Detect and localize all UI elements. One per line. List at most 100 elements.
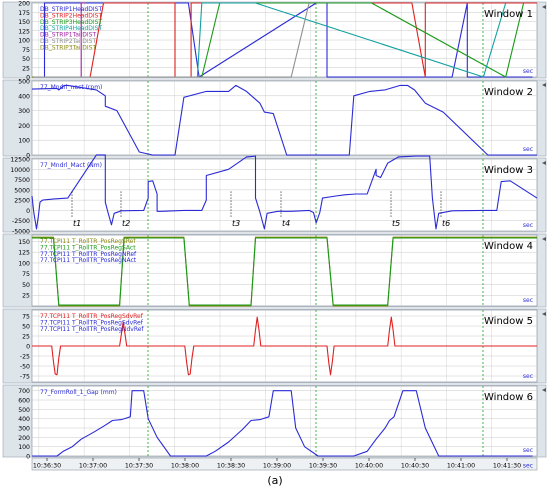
sec-label: sec [523, 222, 533, 229]
y-tick-label: 0 [26, 454, 30, 461]
y-tick-label: 75 [22, 314, 30, 321]
y-tick-label: 600 [18, 398, 30, 405]
window-panel-2: 0 100 200 300 400 500 77_Mndrl_nact (rpm) Windo… [2, 79, 547, 160]
panel-arrow-icon [542, 388, 546, 392]
legend-entry: 77.TCPI11 T_RollTR_PosRegSRef [40, 238, 136, 245]
x-tick-label: 10:37:30 [125, 463, 153, 470]
plot-area [31, 234, 538, 307]
y-tick-label: 200 [18, 1, 30, 8]
sec-label: sec [523, 297, 533, 304]
sec-label: sec [523, 373, 533, 380]
series-line [31, 154, 538, 230]
sec-label: sec [523, 447, 533, 454]
x-tick-label: 10:37:00 [79, 463, 107, 470]
legend-entry: 77.TCPI11 T_RollTR_PosRegNAct [40, 257, 137, 264]
legend-entry: 77.TCPI11 T_RollTR_PosRegSAct [40, 244, 136, 251]
y-tick-label: 300 [18, 108, 30, 115]
panel-arrow-icon [542, 5, 546, 9]
y-tick-label: 100 [18, 260, 30, 267]
window-panel-4: 25 50 75 100 125 150 77.TCPI11 T_RollTR_PosReg… [2, 233, 547, 308]
series-line [31, 84, 537, 156]
window-title: Window 2 [484, 87, 533, 98]
y-tick-label: 50 [22, 282, 30, 289]
x-tick-label: 10:38:00 [171, 463, 199, 470]
time-marker-label: t6 [442, 219, 450, 228]
legend-entry: DB_STRIP1HeadDIST [40, 6, 102, 13]
panel-arrow-icon [542, 161, 546, 165]
x-tick-label: 10:39:00 [263, 463, 291, 470]
plot-area [31, 158, 538, 232]
time-marker-label: t5 [392, 219, 400, 228]
series-line [32, 390, 533, 457]
y-tick-label: 100 [18, 38, 30, 45]
window-title: Window 5 [484, 316, 533, 327]
y-tick-label: 100 [18, 138, 30, 145]
y-tick-label: 300 [18, 426, 30, 433]
legend-entry: DB_STRIP2HeadDIST [40, 12, 102, 19]
legend-entry: DB_STRIP1TailDIST [40, 32, 96, 39]
y-tick-label: 5000 [14, 187, 30, 194]
y-tick-label: -5000 [12, 229, 30, 236]
y-tick-label: 150 [18, 19, 30, 26]
window-title: Window 1 [484, 9, 533, 20]
y-tick-label: 7500 [14, 177, 30, 184]
y-tick-label: 12500 [10, 157, 30, 164]
series-line [32, 316, 537, 376]
legend-entry: 77.TCPI11 T_RollTR_PosRegSdvRef [40, 319, 144, 326]
plot-area [31, 385, 538, 457]
panel-arrow-icon [542, 312, 546, 316]
y-tick-label: 2500 [14, 198, 30, 205]
panel-arrow-icon [542, 237, 546, 241]
panel-arrow-icon [542, 83, 546, 87]
y-tick-label: 75 [22, 271, 30, 278]
window-panel-6: 0 100 200 300 400 500 600 700 77_FormRoll_1_Gap … [2, 384, 547, 461]
axis-sec-label: sec [523, 463, 533, 470]
y-tick-label: 0 [26, 153, 30, 160]
y-tick-label: 0 [26, 208, 30, 215]
y-tick-label: 25 [22, 293, 30, 300]
y-tick-label: -25 [20, 354, 30, 361]
legend-entry: 77_Mndrl_nact (rpm) [40, 84, 102, 91]
y-tick-label: 50 [22, 56, 30, 63]
legend-entry: DB_STRIP4HeadDIST [40, 25, 102, 32]
x-tick-label: 10:40:00 [355, 463, 383, 470]
y-tick-label: 500 [18, 407, 30, 414]
window-title: Window 6 [484, 392, 533, 403]
legend-entry: DB_STRIP2TailDIST [40, 38, 96, 45]
x-tick-label: 10:36:30 [33, 463, 61, 470]
y-tick-label: 400 [18, 93, 30, 100]
y-tick-label: -2500 [12, 218, 30, 225]
sec-label: sec [523, 146, 533, 153]
y-tick-label: 175 [18, 10, 30, 17]
plot-area [31, 80, 538, 156]
legend-entry: 77_FormRoll_1_Gap (mm) [40, 389, 117, 396]
window-title: Window 3 [484, 165, 533, 176]
y-tick-label: -75 [20, 374, 30, 381]
y-tick-label: 50 [22, 324, 30, 331]
series-line [32, 2, 310, 78]
window-title: Window 4 [484, 241, 533, 252]
y-tick-label: 200 [18, 435, 30, 442]
time-marker-label: t4 [282, 219, 290, 228]
y-tick-label: 25 [22, 334, 30, 341]
window-panel-1: 0255075100125150175200DB_STRIP1HeadDISTD… [2, 1, 547, 82]
time-marker-label: t3 [232, 219, 240, 228]
legend-entry: 77.TCPI11 T_RollTR_PosRegNdvRef [40, 326, 144, 333]
time-marker-label: t2 [122, 219, 130, 228]
sec-label: sec [523, 68, 533, 75]
window-panel-5: -75 -50 -25 0 25 50 75 77.TCPI11 T_RollTR_PosRe… [2, 308, 547, 384]
time-marker-label: t1 [73, 219, 81, 228]
y-tick-label: 700 [18, 388, 30, 395]
series-line [32, 237, 537, 306]
series-line [32, 2, 537, 78]
y-tick-label: 150 [18, 239, 30, 246]
legend-entry: 77_Mndrl_Mact (Nm) [40, 162, 102, 169]
y-tick-label: 400 [18, 416, 30, 423]
x-tick-label: 10:38:30 [217, 463, 245, 470]
y-tick-label: 10000 [10, 167, 30, 174]
x-tick-label: 10:39:30 [309, 463, 337, 470]
y-tick-label: 25 [22, 65, 30, 72]
x-tick-label: 10:40:30 [401, 463, 429, 470]
